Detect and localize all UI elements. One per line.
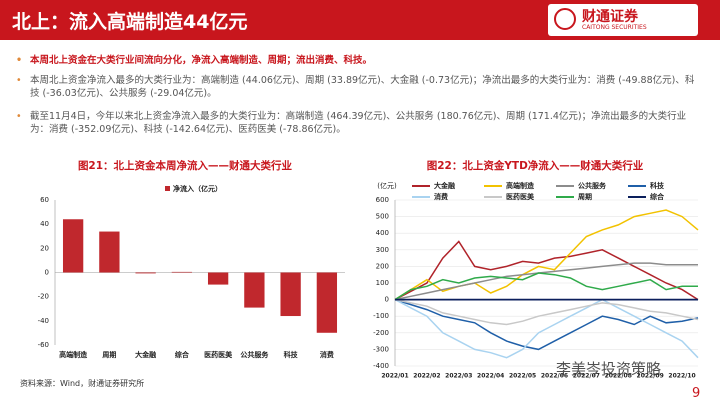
legend-swatch [165, 186, 170, 191]
legend-label: 医药医美 [506, 192, 535, 201]
line [394, 298, 699, 326]
x-tick-label: 大金融 [135, 350, 156, 359]
legend-label: 综合 [650, 192, 665, 201]
logo: 财通证券 CAITONG SECURITIES [548, 4, 698, 36]
legend-label: 净流入（亿元） [173, 184, 222, 193]
line [394, 298, 699, 359]
y-tick-label: 100 [376, 279, 389, 287]
line [394, 298, 699, 351]
legend-label: 公共服务 [578, 181, 607, 190]
x-tick-label: 2022/01 [381, 373, 408, 380]
bar [280, 272, 301, 317]
x-tick-label: 2022/09 [637, 373, 664, 380]
chart-title: 图21：北上资金本周净流入——财通大类行业 [77, 160, 293, 172]
y-tick-label: -200 [373, 329, 389, 337]
y-tick-label: 600 [376, 196, 389, 204]
x-tick-label: 公共服务 [240, 350, 269, 359]
slide-title: 北上：流入高端制造44亿元 [12, 11, 248, 33]
y-tick-label: -40 [38, 317, 49, 325]
bar [62, 219, 84, 273]
y-tick-label: -60 [38, 341, 49, 349]
bullet: 本周北上资金在大类行业间流向分化，净流入高端制造、周期；流出消费、科技。 [16, 54, 700, 67]
x-tick-label: 2022/05 [509, 373, 536, 380]
legend-label: 大金融 [434, 181, 455, 190]
logo-text: 财通证券 [582, 9, 638, 25]
chart-title: 图22：北上资金YTD净流入——财通大类行业 [426, 160, 644, 172]
y-tick-label: 200 [376, 262, 389, 270]
bullet: 截至11月4日，今年以来北上资金净流入最多的大类行业为：高端制造 (464.39… [16, 110, 700, 136]
y-axis-label: (亿元) [377, 181, 397, 190]
y-tick-label: -400 [373, 362, 389, 370]
line [394, 240, 699, 301]
y-tick-label: 60 [40, 196, 49, 204]
x-tick-label: 2022/10 [668, 373, 695, 380]
bar [171, 271, 193, 273]
x-tick-label: 2022/07 [573, 373, 600, 380]
source: 资料来源：Wind，财通证券研究所 [20, 379, 145, 388]
bar [316, 272, 338, 333]
y-tick-label: -20 [38, 293, 49, 301]
x-tick-label: 2022/02 [413, 373, 440, 380]
legend-label: 消费 [434, 192, 448, 201]
y-tick-label: 500 [376, 213, 389, 221]
bullet: 本周北上资金净流入最多的大类行业为：高端制造 (44.06亿元)、周期 (33.… [16, 74, 700, 100]
legend-label: 周期 [578, 192, 592, 201]
x-tick-label: 医药医美 [204, 350, 233, 359]
bar [244, 272, 265, 308]
x-tick-label: 科技 [284, 350, 299, 359]
x-tick-label: 消费 [320, 350, 334, 359]
line [394, 209, 699, 301]
header-bar: 北上：流入高端制造44亿元 财通证券 CAITONG SECURITIES [0, 0, 720, 40]
bar [207, 272, 229, 285]
watermark: 李美岑投资策略 [556, 360, 662, 378]
x-tick-label: 综合 [175, 350, 190, 359]
y-tick-label: 40 [40, 220, 49, 228]
y-tick-label: 20 [40, 244, 49, 252]
x-tick-label: 2022/08 [605, 373, 632, 380]
x-tick-label: 2022/03 [445, 373, 472, 380]
page-number: 9 [692, 386, 701, 401]
bar [135, 272, 156, 274]
x-tick-label: 2022/04 [477, 373, 504, 380]
y-tick-label: -100 [373, 312, 389, 320]
legend-label: 科技 [650, 181, 665, 190]
logo-subtext: CAITONG SECURITIES [582, 24, 647, 31]
x-tick-label: 高端制造 [59, 350, 88, 359]
logo-mark [554, 8, 576, 30]
y-tick-label: 300 [376, 246, 389, 254]
y-tick-label: 0 [45, 269, 49, 277]
y-tick-label: 0 [385, 296, 389, 304]
y-tick-label: -300 [373, 345, 389, 353]
line [394, 272, 698, 301]
legend-label: 高端制造 [506, 181, 535, 190]
x-tick-label: 2022/06 [541, 373, 568, 380]
bar [99, 231, 120, 273]
y-tick-label: 400 [376, 229, 389, 237]
line [394, 262, 698, 301]
x-tick-label: 周期 [102, 350, 116, 359]
